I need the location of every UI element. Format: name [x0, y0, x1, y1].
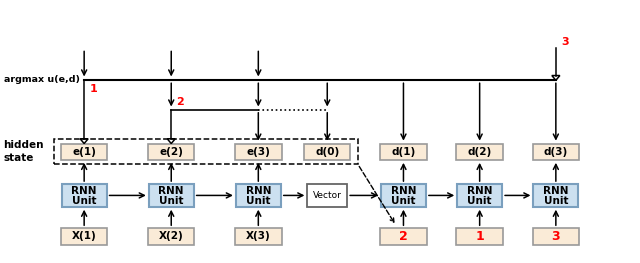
Text: RNN: RNN: [246, 186, 271, 196]
Text: RNN: RNN: [159, 186, 184, 196]
Text: e(1): e(1): [72, 147, 96, 157]
Text: state: state: [4, 153, 34, 163]
Text: Unit: Unit: [391, 196, 416, 206]
Bar: [380, 144, 427, 160]
Text: 2: 2: [399, 230, 408, 243]
Text: d(1): d(1): [391, 147, 415, 157]
Bar: [307, 184, 348, 207]
Text: 1: 1: [476, 230, 484, 243]
Text: Unit: Unit: [159, 196, 184, 206]
Text: RNN: RNN: [467, 186, 492, 196]
Text: Unit: Unit: [467, 196, 492, 206]
Text: 2: 2: [176, 97, 184, 107]
Bar: [457, 184, 502, 207]
Bar: [148, 228, 195, 245]
Bar: [235, 144, 282, 160]
Bar: [61, 144, 108, 160]
Text: Unit: Unit: [246, 196, 271, 206]
Text: X(1): X(1): [72, 231, 97, 241]
Text: e(3): e(3): [246, 147, 270, 157]
Bar: [533, 184, 579, 207]
Text: e(2): e(2): [159, 147, 183, 157]
Text: d(2): d(2): [468, 147, 492, 157]
Bar: [380, 228, 427, 245]
Bar: [148, 144, 195, 160]
Text: hidden: hidden: [4, 140, 44, 150]
Bar: [456, 228, 503, 245]
Text: X(3): X(3): [246, 231, 271, 241]
Bar: [236, 184, 281, 207]
Text: Unit: Unit: [72, 196, 97, 206]
Text: RNN: RNN: [390, 186, 416, 196]
Bar: [304, 144, 351, 160]
Bar: [381, 184, 426, 207]
Bar: [54, 139, 358, 164]
Text: 3: 3: [561, 37, 568, 47]
Text: argmax u(e,d): argmax u(e,d): [4, 75, 79, 84]
Text: X(2): X(2): [159, 231, 184, 241]
Text: 1: 1: [89, 84, 97, 94]
Bar: [61, 184, 107, 207]
Bar: [148, 184, 194, 207]
Text: RNN: RNN: [543, 186, 568, 196]
Bar: [456, 144, 503, 160]
Text: RNN: RNN: [72, 186, 97, 196]
Text: Unit: Unit: [543, 196, 568, 206]
Text: 3: 3: [552, 230, 560, 243]
Bar: [235, 228, 282, 245]
Bar: [532, 228, 579, 245]
Text: d(0): d(0): [315, 147, 339, 157]
Text: Vector: Vector: [313, 191, 342, 200]
Bar: [61, 228, 108, 245]
Bar: [532, 144, 579, 160]
Text: d(3): d(3): [544, 147, 568, 157]
